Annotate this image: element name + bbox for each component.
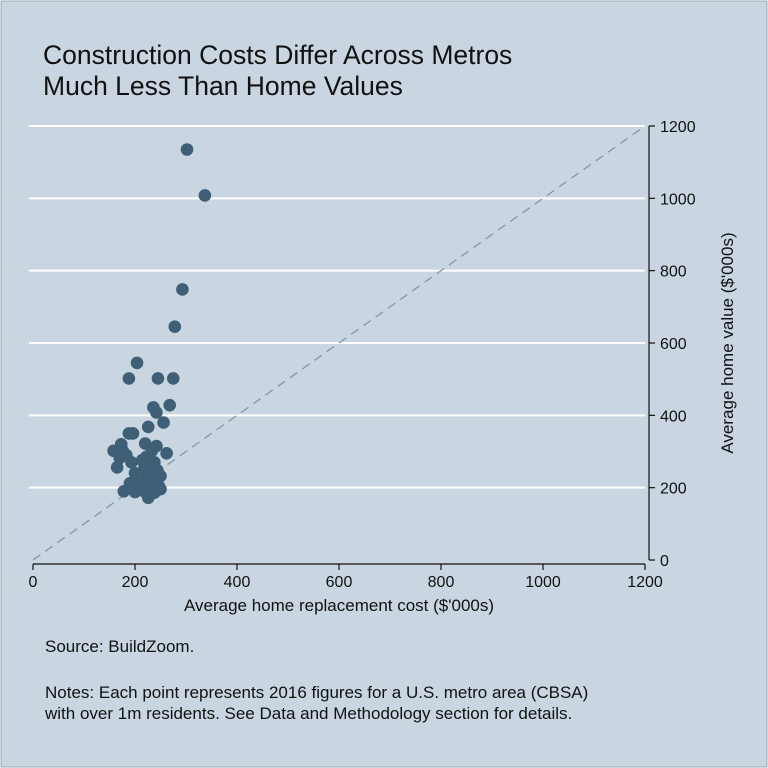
data-point	[168, 320, 182, 334]
y-tick-label: 1200	[660, 119, 696, 136]
y-axis-ticks: 0 200 400 600 800 1000 1200	[649, 119, 696, 570]
data-point	[150, 406, 163, 419]
data-point	[176, 283, 189, 296]
notes-line-1: Notes: Each point represents 2016 figure…	[45, 683, 589, 702]
y-tick-label: 800	[660, 264, 687, 281]
data-point	[141, 491, 155, 505]
source-note: Source: BuildZoom.	[45, 637, 195, 656]
data-point	[180, 143, 194, 156]
y-tick-label: 600	[660, 336, 687, 353]
x-tick-label: 200	[122, 574, 149, 591]
data-point	[126, 427, 140, 440]
chart-title-line-2: Much Less Than Home Values	[43, 71, 403, 101]
x-tick-label: 1000	[525, 574, 561, 591]
gridlines	[29, 125, 645, 489]
x-axis-ticks: 0 200 400 600 800 1000 1200	[29, 564, 663, 591]
notes-line-2: with over 1m residents. See Data and Met…	[45, 704, 573, 723]
notes: Notes: Each point represents 2016 figure…	[45, 682, 588, 724]
x-tick-label: 800	[428, 574, 455, 591]
data-point	[110, 461, 124, 474]
data-point	[166, 372, 180, 385]
data-point	[128, 466, 142, 480]
data-points	[107, 143, 212, 505]
x-tick-label: 1200	[627, 574, 663, 591]
y-tick-label: 400	[660, 408, 687, 425]
data-point	[151, 372, 165, 385]
y-tick-label: 0	[660, 553, 669, 570]
data-point	[157, 416, 170, 429]
chart-title: Construction Costs Differ Across Metros …	[43, 40, 512, 102]
x-tick-label: 0	[29, 574, 38, 591]
data-point	[128, 485, 142, 499]
data-point	[130, 356, 144, 370]
chart-title-line-1: Construction Costs Differ Across Metros	[43, 40, 513, 70]
data-point	[141, 420, 155, 434]
y-tick-label: 200	[660, 481, 687, 498]
x-tick-label: 600	[326, 574, 353, 591]
x-axis-label: Average home replacement cost ($'000s)	[184, 596, 494, 615]
data-point	[198, 189, 212, 202]
axes	[33, 126, 650, 565]
data-point	[160, 447, 173, 460]
y-tick-label: 1000	[660, 191, 696, 208]
data-point	[163, 398, 176, 412]
y-axis-label: Average home value ($'000s)	[718, 232, 737, 453]
data-point	[125, 456, 138, 469]
data-point	[117, 484, 131, 498]
x-tick-label: 400	[224, 574, 251, 591]
data-point	[122, 372, 136, 385]
